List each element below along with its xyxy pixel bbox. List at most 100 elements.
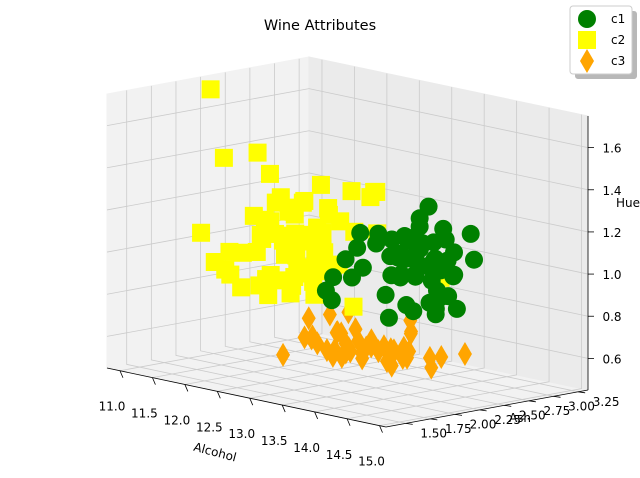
grid-line-y <box>150 85 431 420</box>
grid-line-z <box>106 88 589 149</box>
scatter-point-c2 <box>260 164 279 183</box>
x-tick-label: 12.5 <box>196 420 223 434</box>
x-tick-label: 12.0 <box>164 413 191 427</box>
grid-line-z <box>106 214 589 275</box>
grid-line-x <box>282 94 485 406</box>
scatter-point-c3 <box>371 339 386 364</box>
scatter-point-c3 <box>355 346 370 371</box>
scatter-point-c1 <box>351 223 370 242</box>
scatter-point-c2 <box>232 278 251 297</box>
x-tick-label: 11.0 <box>99 400 126 414</box>
y-tick-label: 3.00 <box>568 399 595 413</box>
x-tick-label: 14.5 <box>326 448 353 462</box>
z-axis-label: Hue <box>616 196 640 210</box>
grid-line-x <box>119 59 323 372</box>
scatter-point-c3 <box>325 343 340 368</box>
grid-line-y <box>126 90 406 424</box>
y-tick-label: 1.50 <box>420 426 447 440</box>
x-tick-label: 13.5 <box>261 434 288 448</box>
z-tick-label: 1.4 <box>602 184 621 198</box>
scatter-point-c2 <box>281 284 300 303</box>
scatter-point-c2 <box>344 297 363 316</box>
y-tick-label: 2.00 <box>470 417 497 431</box>
scatter-point-c2 <box>311 175 330 194</box>
grid-line-z <box>106 172 589 233</box>
legend-marker-c3 <box>580 49 594 73</box>
y-axis-label: Ash <box>509 411 531 425</box>
scatter-point-c3 <box>457 341 472 366</box>
x-tick <box>216 391 221 399</box>
y-tick <box>504 404 512 407</box>
scatter-point-c2 <box>285 205 304 224</box>
x-tick <box>281 404 286 413</box>
scatter-point-c3 <box>403 321 418 346</box>
scatter-point-c2 <box>259 286 278 305</box>
y-tick <box>479 409 487 412</box>
scatter-point-c1 <box>447 299 466 318</box>
scatter-point-c1 <box>391 268 410 287</box>
legend: c1 c2 c3 <box>569 5 637 79</box>
grid-line-y <box>274 63 554 397</box>
scatter-point-c1 <box>336 250 355 269</box>
scatter-point-c3 <box>301 306 316 331</box>
z-tick-label: 0.8 <box>602 310 621 324</box>
grid-line-x <box>249 87 453 399</box>
y-tick-label: 2.50 <box>519 408 546 422</box>
scatter-point-c1 <box>322 291 341 310</box>
x-axis-line <box>106 367 387 428</box>
grid-line-z <box>106 130 589 191</box>
x-axis-label: Alcohol <box>192 440 238 465</box>
legend-items: c1 c2 c3 <box>578 10 625 73</box>
y-tick <box>454 413 463 416</box>
scatter-point-c1 <box>379 308 398 327</box>
x-tick <box>379 425 383 433</box>
scatter-point-c1 <box>461 224 480 243</box>
grid-line-x <box>379 114 582 427</box>
scatter-point-c3 <box>395 345 410 370</box>
x-tick-label: 14.0 <box>293 441 320 455</box>
y-tick <box>405 422 413 425</box>
grid-line-y <box>175 81 456 415</box>
x-tick <box>346 418 351 426</box>
scatter-point-c3 <box>434 344 449 369</box>
scatter-point-c1 <box>367 234 386 253</box>
scatter-point-c1 <box>348 238 367 257</box>
y-tick-label: 2.75 <box>544 404 571 418</box>
scatter-point-c3 <box>384 353 399 378</box>
scatter-point-c1 <box>342 268 361 287</box>
scatter-point-c1 <box>444 267 463 286</box>
scatter-point-c2 <box>247 242 266 261</box>
scatter-point-c2 <box>192 223 211 242</box>
scatter-point-c3 <box>424 355 439 380</box>
grid-lines <box>106 58 589 427</box>
y-tick-label: 2.25 <box>494 413 521 427</box>
grid-line-y <box>298 58 579 393</box>
y-tick <box>553 395 561 398</box>
legend-marker-c2 <box>578 31 596 49</box>
x-tick <box>119 370 124 378</box>
scatter-point-c1 <box>426 305 445 324</box>
scatter-point-c1 <box>406 267 425 286</box>
y-tick <box>430 418 438 421</box>
chart-title: Wine Attributes <box>264 18 376 34</box>
scatter-point-c2 <box>361 188 380 207</box>
scatter-point-c3 <box>276 342 291 367</box>
scatter-point-c2 <box>248 143 267 162</box>
y-tick-label: 1.75 <box>445 422 472 436</box>
scatter-point-c1 <box>465 250 484 269</box>
tick-labels: 11.0 11.5 12.0 12.5 13.0 13.5 14.0 14.5 15.0 1.50… <box>99 142 622 469</box>
x-tick-label: 13.0 <box>228 427 255 441</box>
legend-label-c2: c2 <box>611 33 625 47</box>
scatter-points <box>192 80 484 380</box>
y-tick <box>578 391 586 394</box>
z-tick-label: 1.0 <box>602 268 621 282</box>
scatter-point-c2 <box>342 182 361 201</box>
scatter-point-c1 <box>324 268 343 287</box>
grid-line-x <box>314 100 518 413</box>
x-tick <box>184 384 189 392</box>
x-tick-label: 11.5 <box>131 407 158 421</box>
scatter-point-c1 <box>404 302 423 321</box>
scatter-point-c1 <box>376 285 395 304</box>
scatter-point-c3 <box>334 344 349 369</box>
grid-line-y <box>200 76 480 411</box>
